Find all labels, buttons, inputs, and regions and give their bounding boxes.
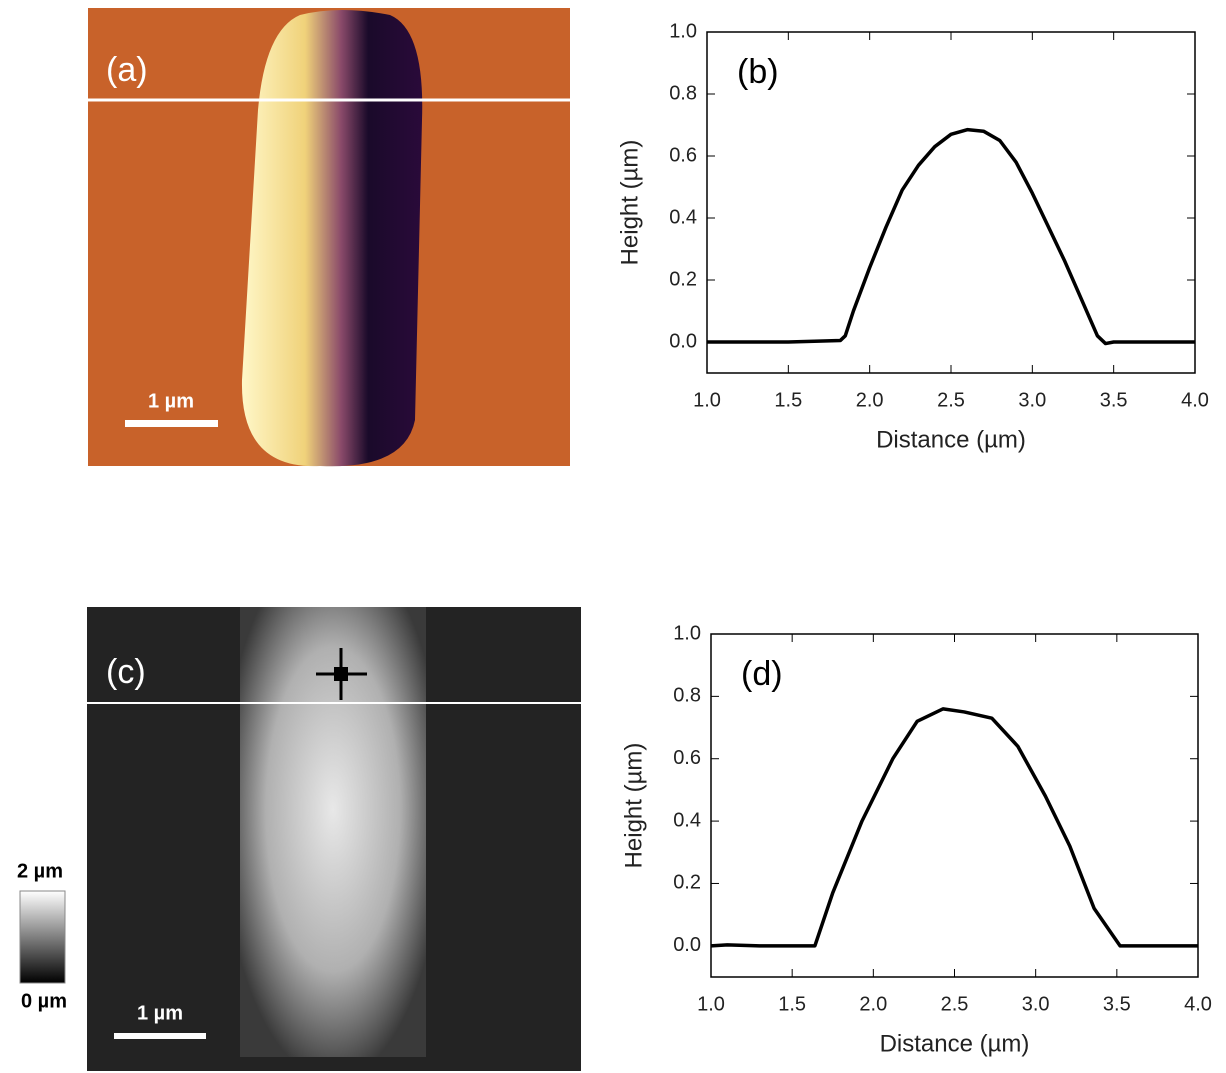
colorbar: 2 µm 0 µm bbox=[17, 860, 67, 1012]
y-tick-label: 0.6 bbox=[673, 747, 701, 769]
x-tick-label: 1.0 bbox=[697, 993, 725, 1015]
x-tick-label: 3.0 bbox=[1018, 389, 1046, 411]
x-tick-label: 2.5 bbox=[937, 389, 965, 411]
panel-label: (b) bbox=[737, 53, 779, 91]
x-tick-label: 2.5 bbox=[941, 993, 969, 1015]
y-tick-label: 0.8 bbox=[673, 685, 701, 707]
x-tick-label: 3.5 bbox=[1103, 993, 1131, 1015]
y-tick-label: 0.2 bbox=[669, 268, 697, 290]
y-tick-label: 1.0 bbox=[673, 622, 701, 644]
x-axis-title: Distance (µm) bbox=[876, 426, 1026, 453]
x-tick-label: 3.0 bbox=[1022, 993, 1050, 1015]
y-tick-label: 0.0 bbox=[669, 330, 697, 352]
y-tick-label: 0.8 bbox=[669, 82, 697, 104]
colorbar-max: 2 µm bbox=[17, 860, 63, 882]
plot-frame bbox=[706, 31, 1196, 374]
panel-label: (a) bbox=[106, 51, 148, 89]
panel-label: (d) bbox=[741, 655, 783, 693]
x-tick-label: 1.5 bbox=[778, 993, 806, 1015]
x-tick-label: 1.5 bbox=[774, 389, 802, 411]
panel-label: (c) bbox=[106, 653, 146, 691]
x-axis-title: Distance (µm) bbox=[880, 1030, 1030, 1057]
y-axis-title: Height (µm) bbox=[620, 743, 647, 869]
x-tick-label: 1.0 bbox=[693, 389, 721, 411]
y-tick-label: 0.4 bbox=[669, 206, 697, 228]
x-tick-label: 3.5 bbox=[1100, 389, 1128, 411]
y-tick-label: 0.4 bbox=[673, 809, 701, 831]
plot-frame bbox=[710, 633, 1199, 978]
afm-image: (a) 1 µm bbox=[88, 8, 570, 467]
y-axis-title: Height (µm) bbox=[616, 140, 643, 266]
x-tick-label: 2.0 bbox=[859, 993, 887, 1015]
height-map: (c) 1 µm bbox=[87, 607, 581, 1071]
y-tick-label: 0.0 bbox=[673, 934, 701, 956]
scale-bar-label: 1 µm bbox=[148, 390, 194, 412]
x-tick-label: 4.0 bbox=[1184, 993, 1212, 1015]
profile-line bbox=[707, 127, 1195, 346]
profile-line bbox=[710, 707, 1198, 948]
x-tick-label: 2.0 bbox=[856, 389, 884, 411]
scale-bar-label: 1 µm bbox=[137, 1002, 183, 1024]
y-tick-label: 0.6 bbox=[669, 144, 697, 166]
y-tick-label: 0.2 bbox=[673, 872, 701, 894]
x-tick-label: 4.0 bbox=[1181, 389, 1209, 411]
colorbar-min: 0 µm bbox=[21, 990, 67, 1012]
y-tick-label: 1.0 bbox=[669, 20, 697, 42]
